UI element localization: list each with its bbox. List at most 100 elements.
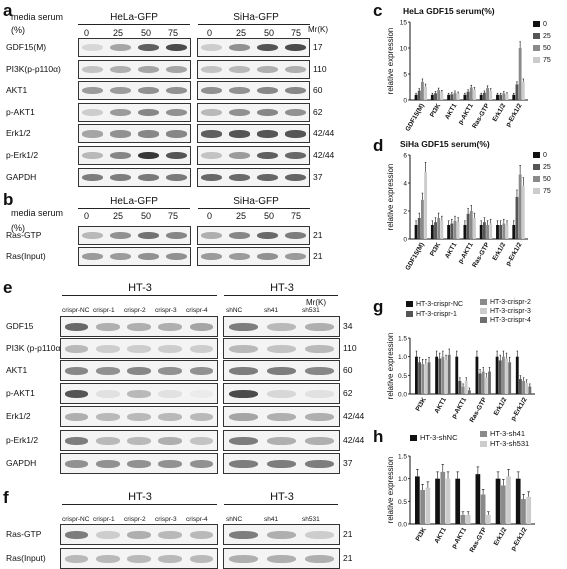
blot-strip-crispr [60, 524, 218, 545]
x-tick-label: p-Erk1/2 [510, 526, 529, 552]
blot-band [127, 366, 151, 375]
bar [447, 225, 451, 239]
group-label-siha: SiHa-GFP [233, 12, 279, 23]
media-serum-label: media serum [11, 12, 64, 22]
group-label-siha: SiHa-GFP [233, 196, 279, 207]
bar [453, 220, 457, 239]
bar [522, 380, 525, 394]
bar [460, 514, 466, 524]
legend-label: 75 [543, 57, 551, 64]
blot-row-label: AKT1 [6, 365, 28, 375]
concentration-label: 50 [141, 28, 152, 38]
bar [450, 223, 454, 239]
bar [417, 218, 421, 239]
blot-band [110, 130, 132, 138]
x-tick-label: AKT1 [444, 102, 459, 121]
blot-band [305, 459, 335, 468]
blot-band [64, 436, 89, 445]
molecular-weight-label: 110 [313, 63, 327, 74]
blot-band [64, 530, 89, 539]
lane-label: sh41 [264, 307, 279, 314]
legend-swatch [480, 441, 487, 447]
bar [464, 380, 468, 394]
bar [461, 386, 465, 394]
concentration-label: 25 [236, 28, 247, 38]
blot-band [95, 554, 120, 563]
bar [420, 81, 424, 100]
bar [495, 478, 501, 524]
molecular-weight-label: 21 [343, 529, 353, 539]
blot-band [256, 87, 278, 95]
bar [420, 199, 424, 239]
media-serum-label: media serum [11, 208, 64, 218]
bar [441, 356, 445, 394]
blot-band [284, 65, 306, 73]
bar [424, 364, 428, 394]
blot-band [95, 436, 120, 445]
blot-band [95, 459, 120, 468]
lane-label: crispr-1 [93, 516, 115, 523]
blot-strip-sh [223, 360, 340, 381]
blot-band [137, 65, 159, 73]
group-label-ht3-sh: HT-3 [270, 491, 294, 503]
blot-row-label: AKT1 [6, 85, 28, 96]
mr-label: Mr(K) [306, 298, 326, 307]
blot-band [110, 152, 132, 160]
blot-row-label: Ras-GTP [6, 529, 42, 539]
y-tick-label: 1.5 [398, 454, 407, 461]
concentration-label: 0 [207, 28, 213, 38]
lane-label: crispr-NC [62, 516, 90, 523]
blot-strip-sh [223, 406, 340, 427]
blot-band [165, 44, 187, 52]
blot-band [228, 459, 258, 468]
blot-band [266, 412, 297, 421]
bar [515, 356, 519, 394]
blot-row-label: Erk1/2 [6, 411, 31, 421]
bar [499, 94, 503, 100]
concentration-label: 75 [291, 211, 302, 221]
bar [502, 93, 506, 100]
lane-label: crispr-3 [155, 307, 177, 314]
y-tick-label: 5 [403, 72, 407, 79]
bar [456, 222, 460, 239]
blot-band [110, 44, 132, 52]
blot-band [82, 253, 104, 261]
blot-row-label: Erk1/2 [6, 128, 31, 139]
lane-label: crispr-2 [124, 307, 146, 314]
lane-label: crispr-1 [93, 307, 115, 314]
blot-row-label: GDF15 [6, 321, 34, 331]
blot-strip-hela [78, 102, 191, 122]
blot-row-label: p-AKT1 [6, 106, 35, 117]
blot-band [82, 173, 104, 181]
panel-letter-d: d [373, 136, 384, 155]
blot-band [266, 530, 297, 539]
blot-band [64, 554, 89, 563]
legend-swatch [533, 152, 540, 158]
legend-swatch [480, 431, 487, 437]
legend-swatch [533, 188, 540, 194]
blot-band [165, 152, 187, 160]
molecular-weight-label: 17 [313, 42, 323, 52]
blot-strip-sh [223, 548, 340, 569]
chart-title: HeLa GDF15 serum(%) [403, 6, 495, 16]
blot-strip-siha [197, 226, 310, 245]
legend-swatch [533, 45, 540, 51]
x-tick-label: Erk1/2 [491, 241, 507, 262]
blot-band [305, 366, 335, 375]
blot-strip-siha [197, 124, 310, 144]
bar [482, 92, 486, 100]
panel-letter-h: h [373, 427, 384, 446]
bar [414, 225, 418, 239]
legend-swatch [480, 308, 487, 314]
blot-band [284, 253, 306, 261]
group-underline [62, 504, 217, 505]
blot-band [95, 344, 120, 353]
y-tick-label: 0 [403, 98, 407, 105]
chart-c-hela-bar-chart: HeLa GDF15 serum(%) relative expression 0 5… [386, 6, 551, 133]
blot-band [256, 108, 278, 117]
bar [450, 94, 454, 100]
blot-band [137, 152, 159, 160]
blot-band [137, 232, 159, 240]
blot-band [127, 554, 151, 563]
blot-band [137, 108, 159, 117]
